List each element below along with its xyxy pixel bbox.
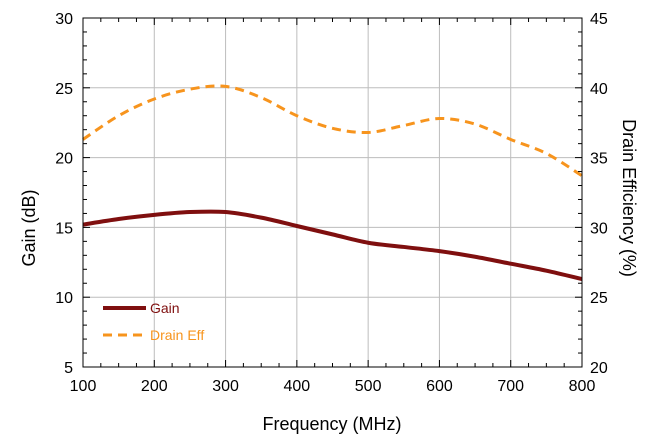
legend-label-drain-eff: Drain Eff — [150, 327, 204, 343]
y2-tick-label: 35 — [590, 151, 608, 168]
y2-tick-label: 30 — [590, 220, 608, 237]
y-axis-title: Gain (dB) — [19, 189, 39, 266]
y-tick-labels: 5 10 15 20 25 30 — [55, 11, 73, 377]
y2-axis-title: Drain Efficiency (%) — [619, 119, 639, 277]
grid — [83, 18, 582, 367]
x-tick-label: 800 — [569, 378, 596, 395]
x-tick-label: 100 — [70, 378, 97, 395]
series-layer — [82, 84, 583, 281]
x-tick-label: 700 — [497, 378, 524, 395]
ticks — [82, 17, 583, 368]
y-tick-label: 30 — [55, 11, 73, 28]
y2-tick-label: 25 — [590, 290, 608, 307]
x-tick-label: 200 — [141, 378, 168, 395]
x-tick-label: 400 — [284, 378, 311, 395]
x-tick-label: 600 — [426, 378, 453, 395]
y-tick-label: 10 — [55, 290, 73, 307]
x-tick-label: 300 — [212, 378, 239, 395]
y2-tick-label: 20 — [590, 360, 608, 377]
y2-tick-labels: 20 25 30 35 40 45 — [590, 11, 608, 377]
x-axis-title: Frequency (MHz) — [262, 414, 401, 434]
y-tick-label: 15 — [55, 220, 73, 237]
y-tick-label: 5 — [64, 360, 73, 377]
legend-label-gain: Gain — [150, 300, 180, 316]
x-tick-labels: 100 200 300 400 500 600 700 800 — [70, 378, 596, 395]
y2-tick-label: 40 — [590, 81, 608, 98]
y-tick-label: 20 — [55, 151, 73, 168]
legend: Gain Drain Eff — [103, 300, 204, 343]
series-line-gain — [82, 209, 583, 281]
x-tick-label: 500 — [355, 378, 382, 395]
y-tick-label: 25 — [55, 81, 73, 98]
y2-tick-label: 45 — [590, 11, 608, 28]
series-line-drain-eff — [82, 84, 583, 178]
